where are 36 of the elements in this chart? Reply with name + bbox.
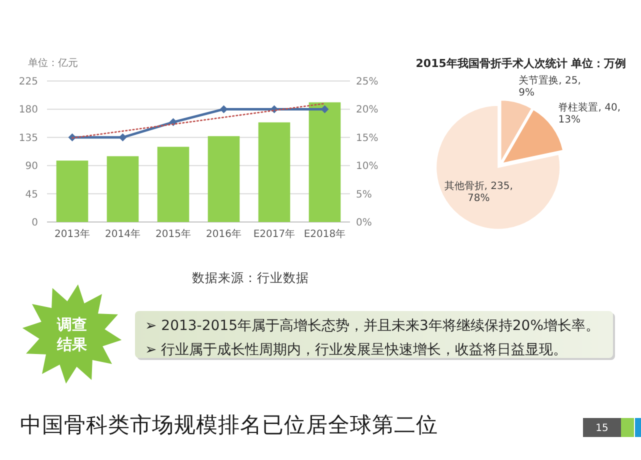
y2-tick-label: 15%: [356, 132, 378, 144]
bar: [106, 156, 139, 222]
chart-title: 2015年我国骨折手术人次统计 单位：万例: [416, 57, 626, 70]
x-tick-label: 2015年: [156, 228, 191, 240]
text: ➢ 行业属于成长性周期内，行业发展呈快速增长，收益将日益显现。: [145, 342, 568, 358]
text: ➢ 2013-2015年属于高增长态势，并且未来3年将继续保持20%增长率。: [145, 318, 600, 334]
y2-tick-label: 5%: [356, 189, 372, 200]
y2-tick-label: 25%: [356, 76, 378, 88]
y2-tick-label: 0%: [356, 218, 372, 228]
slice-label: 关节置换, 25, 9%: [518, 74, 581, 98]
bar: [258, 122, 290, 222]
slice-label: 脊柱装置, 40, 13%: [558, 102, 621, 126]
y-tick-label: 45: [25, 189, 38, 200]
text: 中国骨科类市场规模排名已位居全球第二位: [20, 413, 438, 438]
slice-label: 其他骨折, 235, 78%: [444, 180, 513, 204]
bar: [208, 136, 240, 222]
x-tick-label: E2017年: [253, 228, 296, 240]
y2-tick-label: 20%: [356, 104, 378, 116]
y-tick-label: 135: [18, 132, 38, 144]
y2-tick-label: 10%: [356, 161, 378, 172]
bar: [308, 102, 341, 222]
text: 调查结果: [56, 316, 88, 354]
text: 15: [596, 423, 608, 434]
bar: [157, 146, 190, 222]
y-axis-title: 单位：亿元: [28, 57, 78, 69]
x-tick-label: 2014年: [105, 228, 140, 240]
bar: [56, 160, 88, 222]
x-tick-label: E2018年: [304, 228, 346, 240]
y-tick-label: 0: [32, 218, 38, 228]
y-tick-label: 180: [18, 104, 38, 116]
y-tick-label: 225: [18, 76, 38, 88]
y-tick-label: 90: [25, 161, 38, 172]
source-note: 数据来源：行业数据: [192, 270, 309, 285]
point: [118, 133, 127, 142]
x-tick-label: 2016年: [206, 228, 242, 240]
x-tick-label: 2013年: [54, 228, 90, 240]
